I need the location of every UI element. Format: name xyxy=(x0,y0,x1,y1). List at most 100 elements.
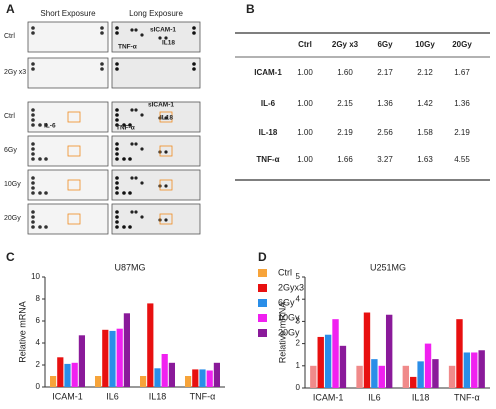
bar xyxy=(402,365,410,388)
blot-spot xyxy=(31,181,35,185)
bar xyxy=(116,328,123,387)
x-tick-label: IL18 xyxy=(149,391,167,401)
blot-row-label: 2Gy x3 xyxy=(4,69,26,76)
blot-spot xyxy=(130,108,134,112)
blot-spot xyxy=(140,181,144,185)
blot-spot xyxy=(164,36,168,40)
y-tick-label: 8 xyxy=(36,294,41,303)
blot-spot xyxy=(44,191,48,195)
bar xyxy=(324,334,332,388)
table-cell: 2.19 xyxy=(337,128,353,137)
blot-spot xyxy=(100,31,104,35)
blot-spot xyxy=(122,157,126,161)
chart-title: U251MG xyxy=(370,262,406,272)
bar xyxy=(123,313,130,387)
blot xyxy=(111,169,201,201)
blot-spot xyxy=(115,113,119,117)
bar xyxy=(168,362,175,387)
blot-spot xyxy=(130,210,134,214)
blot-row-label: 20Gy xyxy=(4,215,21,222)
x-tick-label: ICAM-1 xyxy=(52,391,83,401)
bar xyxy=(147,303,154,387)
legend-label: 20Gy xyxy=(278,327,300,337)
blot-spot xyxy=(31,26,35,30)
blot-spot xyxy=(38,123,42,127)
bar xyxy=(213,362,220,387)
x-tick-label: TNF-α xyxy=(190,391,216,401)
blot-spot xyxy=(122,225,126,229)
blot-spot xyxy=(31,118,35,122)
blot-spot xyxy=(115,123,119,127)
legend-label: 6Gy xyxy=(278,297,295,307)
blot-spot xyxy=(115,225,119,229)
blot-spot xyxy=(31,142,35,146)
blot-spot xyxy=(134,142,138,146)
blot-spot xyxy=(164,150,168,154)
bar xyxy=(385,314,393,388)
x-tick-label: IL6 xyxy=(368,392,381,402)
blot-annotation: IL18 xyxy=(160,115,173,122)
bar xyxy=(339,345,347,388)
bar xyxy=(199,369,206,387)
blot-box xyxy=(67,111,81,123)
blot-spot xyxy=(115,152,119,156)
bar xyxy=(140,376,147,387)
blot-spot xyxy=(31,191,35,195)
blot-spot xyxy=(100,62,104,66)
blot xyxy=(111,57,201,89)
bar xyxy=(424,343,432,388)
blot-spot xyxy=(128,225,132,229)
table-header: Ctrl xyxy=(298,40,312,49)
table-cell: 3.27 xyxy=(377,155,393,164)
table-cell: 1.00 xyxy=(297,99,313,108)
legend-swatch xyxy=(258,329,267,337)
table-header: 2Gy x3 xyxy=(332,40,359,49)
blot xyxy=(111,203,201,235)
blot-spot xyxy=(115,108,119,112)
bar xyxy=(206,370,213,387)
table-cell: 2.15 xyxy=(337,99,353,108)
blot-spot xyxy=(140,33,144,37)
bar xyxy=(463,352,471,388)
blot-spot xyxy=(115,176,119,180)
blot-spot xyxy=(31,210,35,214)
blot-spot xyxy=(31,215,35,219)
blot-spot xyxy=(115,118,119,122)
bar xyxy=(161,354,168,387)
blot-spot xyxy=(158,36,162,40)
blot-annotation: IL18 xyxy=(162,40,175,47)
blot-spot xyxy=(38,191,42,195)
blot-box xyxy=(159,111,173,123)
blot xyxy=(27,57,109,89)
table-cell: 4.55 xyxy=(454,155,470,164)
blot-spot xyxy=(115,215,119,219)
legend-swatch xyxy=(258,284,267,292)
table-cell: 2.19 xyxy=(454,128,470,137)
bar xyxy=(371,359,378,388)
blot-spot xyxy=(44,123,48,127)
blot-box xyxy=(159,179,173,191)
blot-spot xyxy=(192,67,196,71)
bar xyxy=(332,319,339,388)
panel-label: A xyxy=(6,2,15,16)
blot-spot xyxy=(128,123,132,127)
blot-spot xyxy=(130,142,134,146)
legend-label: 2Gyx3 xyxy=(278,282,304,292)
bar xyxy=(185,376,192,387)
table-cell: 2.12 xyxy=(417,68,433,77)
legend-swatch xyxy=(258,314,267,322)
blot xyxy=(111,21,201,53)
table-header: 10Gy xyxy=(415,40,435,49)
blot-annotation: TNF-α xyxy=(116,125,135,132)
blot-spot xyxy=(134,210,138,214)
bar xyxy=(310,365,317,388)
y-tick-label: 2 xyxy=(36,360,41,369)
blot-spot xyxy=(115,62,119,66)
y-tick-label: 0 xyxy=(296,383,301,392)
table-cell: 1.63 xyxy=(417,155,433,164)
blot-spot xyxy=(31,67,35,71)
blot-spot xyxy=(31,152,35,156)
blot-spot xyxy=(115,157,119,161)
blot-annotation: TNF-α xyxy=(118,44,137,51)
